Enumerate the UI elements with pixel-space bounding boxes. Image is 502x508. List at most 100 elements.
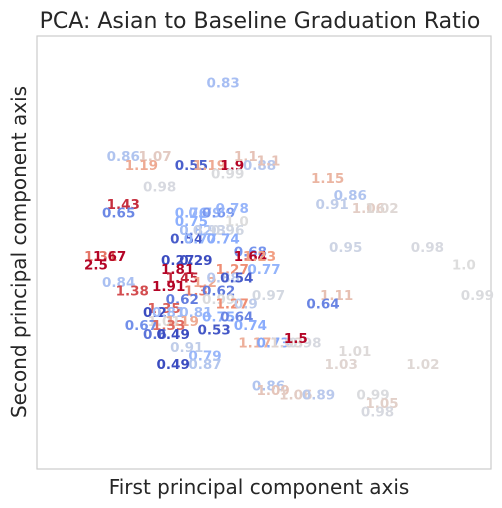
point-label: 1.33 bbox=[152, 318, 185, 334]
point-label: 0.6 bbox=[143, 327, 167, 343]
point-label: 0.76 bbox=[175, 206, 208, 222]
point-label: 0.95 bbox=[329, 240, 362, 256]
point-label: 0.99 bbox=[356, 387, 389, 403]
chart-title: PCA: Asian to Baseline Graduation Ratio bbox=[40, 9, 481, 34]
point-label: 0.98 bbox=[361, 405, 394, 421]
point-label: 0.98 bbox=[411, 240, 444, 256]
point-label: 1.1 bbox=[257, 154, 281, 170]
point-label: 0.69 bbox=[202, 206, 235, 222]
point-label: 1.64 bbox=[234, 249, 267, 265]
point-label: 0.99 bbox=[211, 167, 244, 183]
point-label: 1.38 bbox=[116, 284, 149, 300]
point-label: 1.3 bbox=[184, 284, 208, 300]
point-label: 1.5 bbox=[284, 331, 308, 347]
point-label: 1.81 bbox=[161, 262, 194, 278]
point-label: 1.19 bbox=[166, 314, 199, 330]
point-label: 0.67 bbox=[125, 318, 158, 334]
point-label: 1.06 bbox=[352, 201, 385, 217]
point-label: 1.1 bbox=[234, 149, 258, 165]
point-label: 0.75 bbox=[202, 309, 235, 325]
point-label: 0.54 bbox=[170, 232, 203, 248]
point-label: 0.54 bbox=[220, 271, 253, 287]
point-label: 0.86 bbox=[107, 149, 140, 165]
point-label: 1.0 bbox=[225, 214, 249, 230]
point-label: 0.93 bbox=[193, 223, 226, 239]
point-label: 0.62 bbox=[166, 292, 199, 308]
point-label: 0.97 bbox=[252, 288, 285, 304]
point-label: 0.62 bbox=[202, 284, 235, 300]
point-label: 0.2 bbox=[143, 305, 167, 321]
point-label: 0.29 bbox=[179, 253, 212, 269]
point-label: 1.31 bbox=[84, 249, 117, 265]
point-label: 1.67 bbox=[93, 249, 126, 265]
point-label: 0.91 bbox=[315, 197, 348, 213]
point-label: 1.19 bbox=[125, 158, 158, 174]
point-label: 0.88 bbox=[206, 271, 239, 287]
point-label: 0.65 bbox=[102, 206, 135, 222]
point-label: 1.45 bbox=[166, 271, 199, 287]
point-label: 0.87 bbox=[188, 357, 221, 373]
point-label: 1.01 bbox=[147, 314, 180, 330]
point-label: 1.09 bbox=[256, 383, 289, 399]
point-label: 0.73 bbox=[256, 335, 289, 351]
point-label: 0.78 bbox=[216, 201, 249, 217]
point-label: 0.74 bbox=[206, 232, 239, 248]
point-label: 1.05 bbox=[365, 396, 398, 412]
point-label: 1.15 bbox=[311, 171, 344, 187]
point-label: 0.79 bbox=[188, 206, 221, 222]
point-label: 0.81 bbox=[179, 305, 212, 321]
y-axis-label: Second principal component axis bbox=[7, 86, 31, 418]
point-label: 0.55 bbox=[175, 158, 208, 174]
point-label: 2.5 bbox=[84, 258, 108, 274]
point-label: 0.88 bbox=[243, 158, 276, 174]
point-label: 1.02 bbox=[406, 357, 439, 373]
point-label: 0.82 bbox=[179, 223, 212, 239]
point-label: 1.27 bbox=[216, 297, 249, 313]
point-label: 0.64 bbox=[220, 309, 253, 325]
point-label: 0.77 bbox=[184, 232, 217, 248]
point-label: 0.9 bbox=[234, 297, 258, 313]
point-label: 1.01 bbox=[338, 344, 371, 360]
point-label: 0.27 bbox=[161, 253, 194, 269]
point-label: 1.23 bbox=[243, 249, 276, 265]
point-label: 0.99 bbox=[202, 292, 235, 308]
point-label: 1.03 bbox=[270, 335, 303, 351]
point-label: 0.79 bbox=[188, 348, 221, 364]
point-label: 1.11 bbox=[320, 288, 353, 304]
point-label: 1.02 bbox=[365, 201, 398, 217]
point-label: 0.99 bbox=[461, 288, 494, 304]
point-label: 0.81 bbox=[152, 305, 185, 321]
point-label: 0.96 bbox=[211, 223, 244, 239]
point-label: 0.77 bbox=[247, 262, 280, 278]
x-axis-label: First principal component axis bbox=[109, 475, 410, 499]
point-label: 0.68 bbox=[234, 245, 267, 261]
point-label: 0.91 bbox=[170, 340, 203, 356]
point-label: 1.17 bbox=[238, 335, 271, 351]
point-label: 0.74 bbox=[234, 318, 267, 334]
point-label: 1.07 bbox=[138, 149, 171, 165]
point-label: 0.49 bbox=[157, 327, 190, 343]
point-label: 1.2 bbox=[193, 275, 217, 291]
point-label: 1.27 bbox=[216, 262, 249, 278]
point-label: 0.98 bbox=[143, 180, 176, 196]
point-label: 0.86 bbox=[252, 379, 285, 395]
plot-area bbox=[36, 35, 492, 470]
point-label: 0.86 bbox=[334, 188, 367, 204]
point-label: 1.0 bbox=[452, 258, 476, 274]
point-label: 0.53 bbox=[197, 322, 230, 338]
point-label: 0.75 bbox=[175, 214, 208, 230]
point-label: 0.64 bbox=[306, 297, 339, 313]
data-points: 0.830.861.071.19 0.551.191.90.991.10.881.… bbox=[84, 76, 494, 421]
point-label: 1.35 bbox=[147, 301, 180, 317]
point-label: 0.84 bbox=[102, 275, 135, 291]
point-label: 1.06 bbox=[279, 387, 312, 403]
point-label: 1.9 bbox=[220, 158, 244, 174]
point-label: 1.91 bbox=[152, 279, 185, 295]
point-label: 0.89 bbox=[302, 387, 335, 403]
point-label: 1.03 bbox=[325, 357, 358, 373]
point-label: 1.19 bbox=[193, 158, 226, 174]
point-label: 0.98 bbox=[288, 335, 321, 351]
point-label: 0.49 bbox=[157, 357, 190, 373]
point-label: 1.43 bbox=[107, 197, 140, 213]
